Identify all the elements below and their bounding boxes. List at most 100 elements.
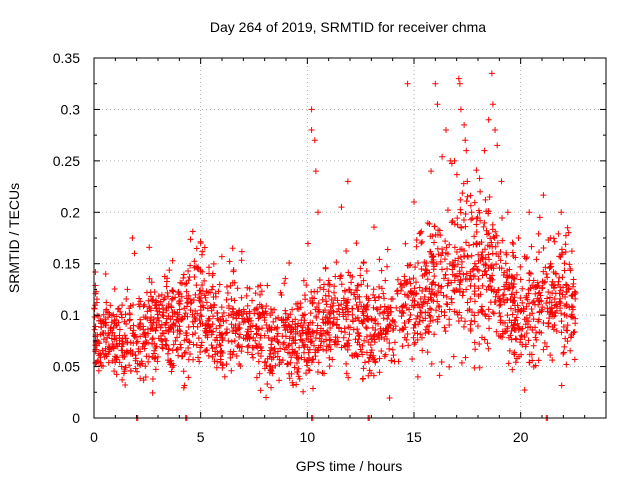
data-point	[226, 258, 233, 265]
data-point	[473, 229, 480, 236]
data-point	[411, 341, 418, 348]
data-point	[149, 376, 156, 383]
data-point	[209, 283, 216, 290]
data-point	[457, 206, 464, 213]
data-point	[472, 346, 479, 353]
data-point	[191, 273, 198, 280]
data-point	[437, 284, 444, 291]
data-point	[451, 157, 458, 164]
data-point	[103, 322, 110, 329]
data-point	[382, 351, 389, 358]
data-point	[471, 283, 478, 290]
data-point	[198, 251, 205, 258]
data-point	[564, 224, 571, 231]
data-point	[530, 298, 537, 305]
data-point	[354, 287, 361, 294]
data-point	[207, 302, 214, 309]
data-point	[201, 244, 208, 251]
data-point	[413, 315, 420, 322]
data-point	[149, 354, 156, 361]
data-point	[281, 280, 288, 287]
data-point	[163, 319, 170, 326]
data-point	[286, 323, 293, 330]
data-point	[458, 264, 465, 271]
data-point	[199, 282, 206, 289]
data-point	[517, 295, 524, 302]
chart-title: Day 264 of 2019, SRMTID for receiver chm…	[210, 19, 486, 35]
data-point	[503, 328, 510, 335]
data-point	[450, 287, 457, 294]
data-point	[273, 325, 280, 332]
x-axis-label: GPS time / hours	[296, 458, 403, 474]
data-point	[463, 198, 470, 205]
data-point	[533, 336, 540, 343]
data-point	[455, 318, 462, 325]
data-point	[479, 255, 486, 262]
data-point	[361, 337, 368, 344]
data-point	[485, 345, 492, 352]
data-point	[154, 314, 161, 321]
data-point	[562, 281, 569, 288]
data-point	[94, 358, 101, 365]
data-point	[474, 266, 481, 273]
data-point	[296, 344, 303, 351]
data-point	[510, 240, 517, 247]
data-point	[310, 329, 317, 336]
data-point	[504, 297, 511, 304]
data-point	[566, 304, 573, 311]
data-point	[452, 257, 459, 264]
data-point	[228, 338, 235, 345]
data-point	[413, 279, 420, 286]
data-point	[92, 323, 99, 330]
data-point	[494, 142, 501, 149]
data-point	[479, 282, 486, 289]
data-point	[263, 322, 270, 329]
data-point	[127, 303, 134, 310]
data-point	[262, 358, 269, 365]
data-point	[380, 315, 387, 322]
data-point	[370, 372, 377, 379]
data-point	[378, 348, 385, 355]
data-point	[477, 188, 484, 195]
data-point	[543, 343, 550, 350]
data-point	[518, 332, 525, 339]
data-point	[569, 314, 576, 321]
data-point	[393, 304, 400, 311]
data-point	[338, 281, 345, 288]
data-point	[191, 258, 198, 265]
data-point	[536, 249, 543, 256]
data-point	[535, 290, 542, 297]
data-point	[467, 192, 474, 199]
data-point	[227, 282, 234, 289]
data-point	[330, 314, 337, 321]
data-point	[370, 304, 377, 311]
data-point	[208, 307, 215, 314]
data-point	[250, 354, 257, 361]
data-point	[547, 352, 554, 359]
data-point	[345, 324, 352, 331]
data-point	[318, 332, 325, 339]
data-point	[370, 356, 377, 363]
data-point	[206, 324, 213, 331]
data-point	[319, 296, 326, 303]
data-point	[326, 337, 333, 344]
data-point	[332, 273, 339, 280]
data-point	[198, 290, 205, 297]
data-point	[238, 257, 245, 264]
data-point	[546, 315, 553, 322]
data-point	[549, 290, 556, 297]
data-point	[405, 342, 412, 349]
data-point	[296, 375, 303, 382]
data-point	[327, 325, 334, 332]
data-point	[484, 231, 491, 238]
data-point	[390, 325, 397, 332]
data-point	[127, 368, 134, 375]
data-point	[103, 306, 110, 313]
data-point	[380, 309, 387, 316]
data-point	[225, 302, 232, 309]
data-point	[432, 231, 439, 238]
data-point	[205, 352, 212, 359]
data-point	[325, 281, 332, 288]
data-point	[464, 178, 471, 185]
data-point	[509, 239, 516, 246]
